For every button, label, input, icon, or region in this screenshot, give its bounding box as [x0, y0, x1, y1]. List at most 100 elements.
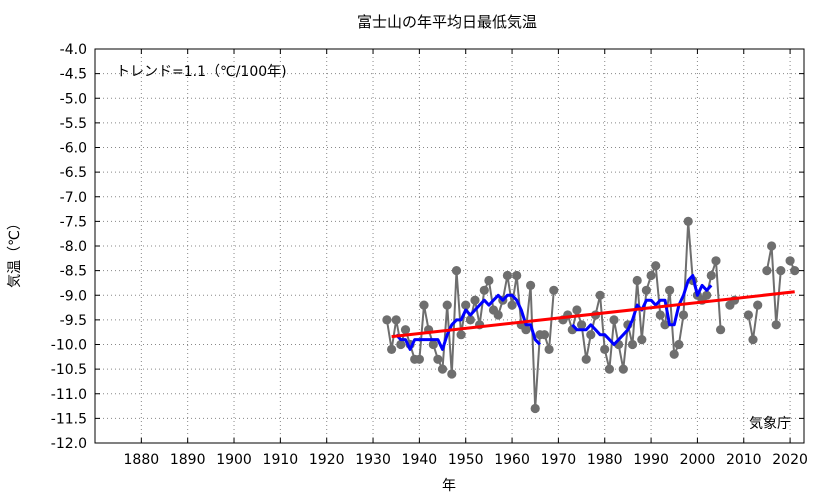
- x-axis: 1880 1890 1900 1910 1920 1930 1940 1950 1960 1970…: [124, 49, 808, 468]
- annual-data-point: [651, 261, 661, 271]
- annual-data-point: [683, 216, 693, 226]
- annual-data-point: [521, 325, 531, 335]
- annual-series-line: [765, 245, 782, 325]
- annual-data-point: [419, 300, 429, 310]
- y-tick-label: -8.0: [60, 239, 87, 255]
- annual-data-point: [753, 300, 763, 310]
- annual-data-point: [790, 266, 800, 276]
- annual-data-point: [674, 339, 684, 350]
- x-tick-label: 1950: [448, 452, 484, 468]
- annual-data-point: [400, 325, 411, 335]
- y-tick-label: -5.0: [60, 91, 87, 107]
- annual-data-point: [702, 290, 712, 300]
- x-tick-label: 2010: [726, 452, 762, 468]
- annual-data-point: [549, 285, 559, 295]
- annual-data-point: [428, 339, 438, 350]
- y-tick-label: -11.0: [51, 387, 87, 403]
- y-tick-label: -8.5: [60, 264, 87, 280]
- annual-data-point: [461, 300, 471, 310]
- annual-data-point: [637, 335, 647, 345]
- chart-title: 富士山の年平均日最低気温: [357, 13, 537, 31]
- x-tick-label: 1940: [402, 452, 438, 468]
- annual-data-point: [507, 300, 517, 310]
- x-tick-label: 1890: [170, 452, 206, 468]
- annual-data-point: [391, 315, 401, 325]
- annual-data-point: [609, 315, 619, 325]
- y-axis-label: 気温（℃）: [7, 216, 23, 288]
- y-tick-label: -6.5: [60, 165, 87, 181]
- annual-data-point: [447, 369, 457, 379]
- annual-data-point: [572, 305, 582, 315]
- annual-data-point: [526, 280, 536, 290]
- y-tick-label: -10.0: [51, 338, 87, 354]
- x-tick-label: 2000: [680, 452, 716, 468]
- x-tick-label: 1980: [587, 452, 623, 468]
- annual-data-point: [678, 310, 689, 320]
- annual-data-point: [512, 270, 522, 281]
- x-tick-label: 1900: [216, 452, 252, 468]
- annual-data-point: [669, 349, 679, 359]
- x-tick-label: 1880: [124, 452, 160, 468]
- annual-data-point: [627, 339, 638, 350]
- annual-data-point: [382, 315, 392, 325]
- y-tick-label: -7.0: [60, 190, 87, 206]
- y-tick-label: -4.0: [60, 42, 87, 58]
- annual-data-point: [706, 270, 716, 281]
- annual-data-point: [660, 320, 670, 330]
- trend-line: [391, 290, 795, 339]
- annual-data-point: [530, 403, 540, 414]
- annual-data-point: [442, 300, 452, 310]
- annual-data-point: [785, 256, 795, 266]
- annual-data-point: [632, 275, 642, 286]
- annual-data-point: [762, 266, 772, 276]
- annual-data-point: [586, 330, 596, 340]
- annual-data-point: [433, 354, 443, 364]
- annual-data-point: [387, 344, 397, 354]
- annual-data-point: [414, 354, 424, 364]
- x-tick-label: 2020: [772, 452, 808, 468]
- annual-data-point: [618, 364, 628, 374]
- x-tick-label: 1930: [355, 452, 391, 468]
- annual-data-point: [767, 241, 777, 251]
- x-tick-label: 1920: [309, 452, 345, 468]
- annual-data-point: [484, 275, 494, 286]
- annual-data-point: [577, 320, 587, 330]
- annotation-trend: トレンド=1.1（℃/100年): [116, 64, 287, 80]
- x-tick-label: 1960: [494, 452, 530, 468]
- y-axis: -4.0 -4.5 -5.0 -5.5 -6.0 -6.5 -7.0 -7.5 -8.0 -8.5…: [51, 42, 804, 452]
- annual-data-point: [479, 285, 489, 295]
- annual-data-point: [470, 295, 480, 305]
- annual-data-point: [396, 339, 406, 350]
- annual-data-point: [776, 266, 786, 276]
- annual-data-point: [581, 354, 591, 364]
- annual-data-point: [646, 270, 656, 281]
- annual-data-point: [451, 266, 462, 276]
- y-tick-label: -11.5: [51, 411, 87, 427]
- series-layer: [382, 216, 800, 414]
- y-tick-label: -10.5: [51, 362, 87, 378]
- y-tick-label: -7.5: [60, 214, 87, 230]
- y-tick-label: -9.0: [60, 288, 87, 304]
- annual-data-point: [595, 290, 605, 300]
- annual-data-point: [711, 256, 721, 266]
- annual-data-point: [604, 364, 615, 374]
- annual-data-point: [465, 315, 475, 325]
- y-tick-label: -9.5: [60, 313, 87, 329]
- y-tick-label: -6.0: [60, 141, 87, 157]
- annual-data-point: [716, 325, 726, 335]
- annual-data-point: [437, 364, 448, 374]
- running-mean-line: [395, 293, 541, 351]
- grid-lines: [95, 49, 804, 443]
- credit-label: 気象庁: [749, 416, 791, 432]
- y-tick-label: -4.5: [60, 67, 87, 83]
- annual-data-point: [544, 344, 554, 354]
- y-tick-label: -5.5: [60, 116, 87, 132]
- annual-data-point: [641, 285, 652, 295]
- annual-data-point: [748, 335, 758, 345]
- x-tick-label: 1990: [633, 452, 669, 468]
- annual-data-point: [600, 344, 610, 354]
- annual-data-point: [456, 330, 466, 340]
- annual-data-point: [493, 310, 503, 320]
